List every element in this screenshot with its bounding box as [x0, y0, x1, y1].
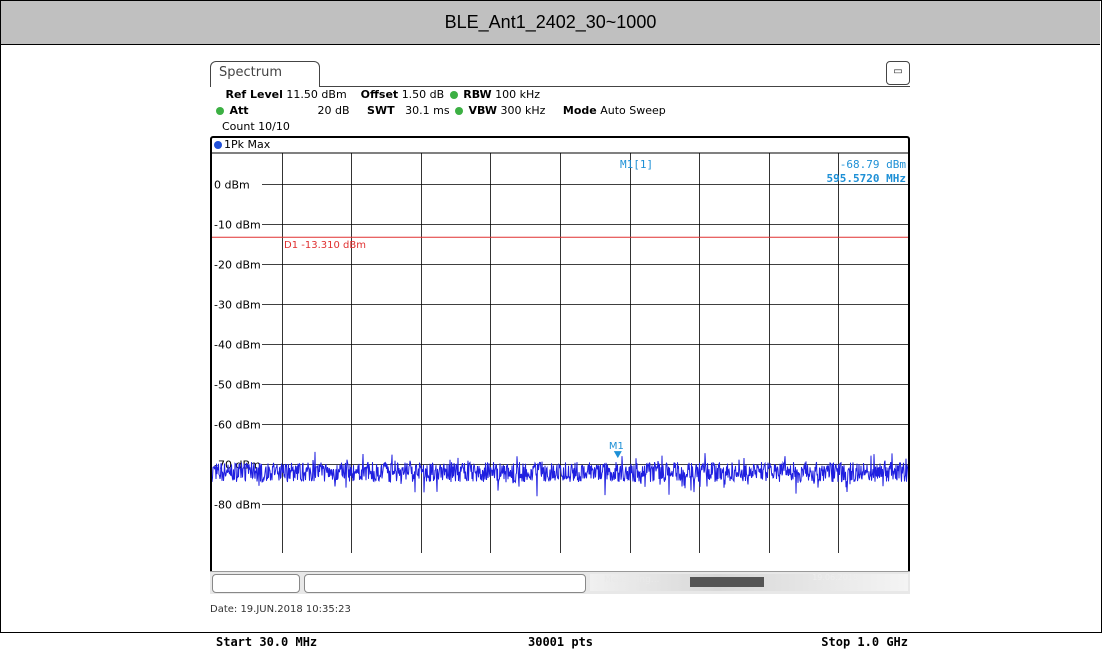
page-title: BLE_Ant1_2402_30~1000: [1, 1, 1100, 45]
status-bar: Measuring... 19.06.2018: [210, 571, 910, 594]
y-label-bg: [212, 178, 262, 191]
spectrum-chart: 0 dBm -10 dBm -20 dBm -30 dBm -40 dBm -50 dBm…: [212, 152, 908, 553]
att-status-icon: [216, 107, 224, 115]
tab-underline: [320, 86, 910, 87]
info-row-1: Ref Level 11.50 dBm Offset 1.50 dB RBW 1…: [214, 88, 541, 101]
trace-label-text: 1Pk Max: [224, 138, 271, 151]
rbw-status-icon: [449, 91, 458, 99]
rbw-value: 100 kHz: [495, 88, 541, 101]
y-label-bg: [212, 218, 262, 231]
swt-label: SWT: [367, 104, 395, 117]
status-progress-area: Measuring... 19.06.2018: [590, 573, 908, 591]
y-tick-label: -80 dBm: [214, 499, 261, 512]
status-softkey-1[interactable]: [212, 574, 300, 593]
offset-value: 1.50 dB: [401, 88, 445, 101]
mode-value: Auto Sweep: [600, 104, 666, 117]
progress-bar: [690, 577, 764, 587]
layout-icon[interactable]: ▭: [886, 61, 910, 85]
rbw-label: RBW: [463, 88, 492, 101]
y-tick-label: -30 dBm: [214, 299, 261, 312]
sweep-points: 30001 pts: [528, 635, 594, 649]
marker-level: -68.79 dBm: [840, 158, 907, 171]
vbw-status-icon: [455, 107, 464, 115]
y-label-bg: [212, 298, 262, 311]
marker-m1-label: M1: [609, 441, 624, 452]
att-label: Att: [229, 104, 249, 117]
grid: [212, 153, 908, 553]
vbw-value: 300 kHz: [500, 104, 546, 117]
ref-level-value: 11.50 dBm: [286, 88, 347, 101]
y-axis-labels: 0 dBm -10 dBm -20 dBm -30 dBm -40 dBm -50 dBm…: [212, 178, 262, 512]
count-text: Count 10/10: [222, 120, 290, 133]
trace-label: 1Pk Max: [214, 138, 270, 151]
measuring-text: Measuring...: [604, 575, 660, 585]
trace-indicator-icon: [214, 141, 222, 149]
stop-frequency: Stop 1.0 GHz: [821, 635, 908, 649]
y-tick-label: -40 dBm: [214, 339, 261, 352]
y-tick-label: -10 dBm: [214, 219, 261, 232]
y-tick-label: -20 dBm: [214, 259, 261, 272]
status-softkey-2[interactable]: [304, 574, 586, 593]
display-line-label: D1 -13.310 dBm: [284, 240, 366, 251]
y-tick-label: 0 dBm: [214, 179, 250, 192]
ref-level-label: Ref Level: [225, 88, 283, 101]
swt-value: 30.1 ms: [405, 104, 450, 117]
y-label-bg: [212, 338, 262, 351]
marker-header: M1[1]: [620, 158, 653, 171]
info-row-2: Att 20 dB SWT 30.1 ms VBW 300 kHz Mode A…: [214, 104, 666, 117]
status-date: 19.06.2018: [812, 573, 858, 582]
offset-label: Offset: [360, 88, 399, 101]
trace-1-line: [212, 451, 908, 497]
marker-m1-icon: [613, 451, 622, 459]
plot-footer: Start 30.0 MHz 30001 pts Stop 1.0 GHz: [212, 633, 912, 651]
y-tick-label: -60 dBm: [214, 419, 261, 432]
y-label-bg: [212, 418, 262, 431]
marker-frequency: 595.5720 MHz: [827, 172, 906, 185]
y-label-bg: [212, 258, 262, 271]
mode-label: Mode: [562, 104, 597, 117]
start-frequency: Start 30.0 MHz: [216, 635, 318, 649]
att-value: 20 dB: [317, 104, 350, 117]
y-label-bg: [212, 378, 262, 391]
capture-date: Date: 19.JUN.2018 10:35:23: [210, 604, 351, 615]
y-tick-label: -50 dBm: [214, 379, 261, 392]
analyzer-screenshot: Spectrum ▭ Ref Level 11.50 dBm Offset 1.…: [210, 57, 910, 649]
y-label-bg: [212, 498, 262, 511]
vbw-label: VBW: [468, 104, 497, 117]
spectrum-plot[interactable]: 1Pk Max 0 dBm -10 dBm -20 dBm -30 dBm -40 dB…: [210, 136, 910, 649]
tab-spectrum[interactable]: Spectrum: [210, 61, 320, 87]
